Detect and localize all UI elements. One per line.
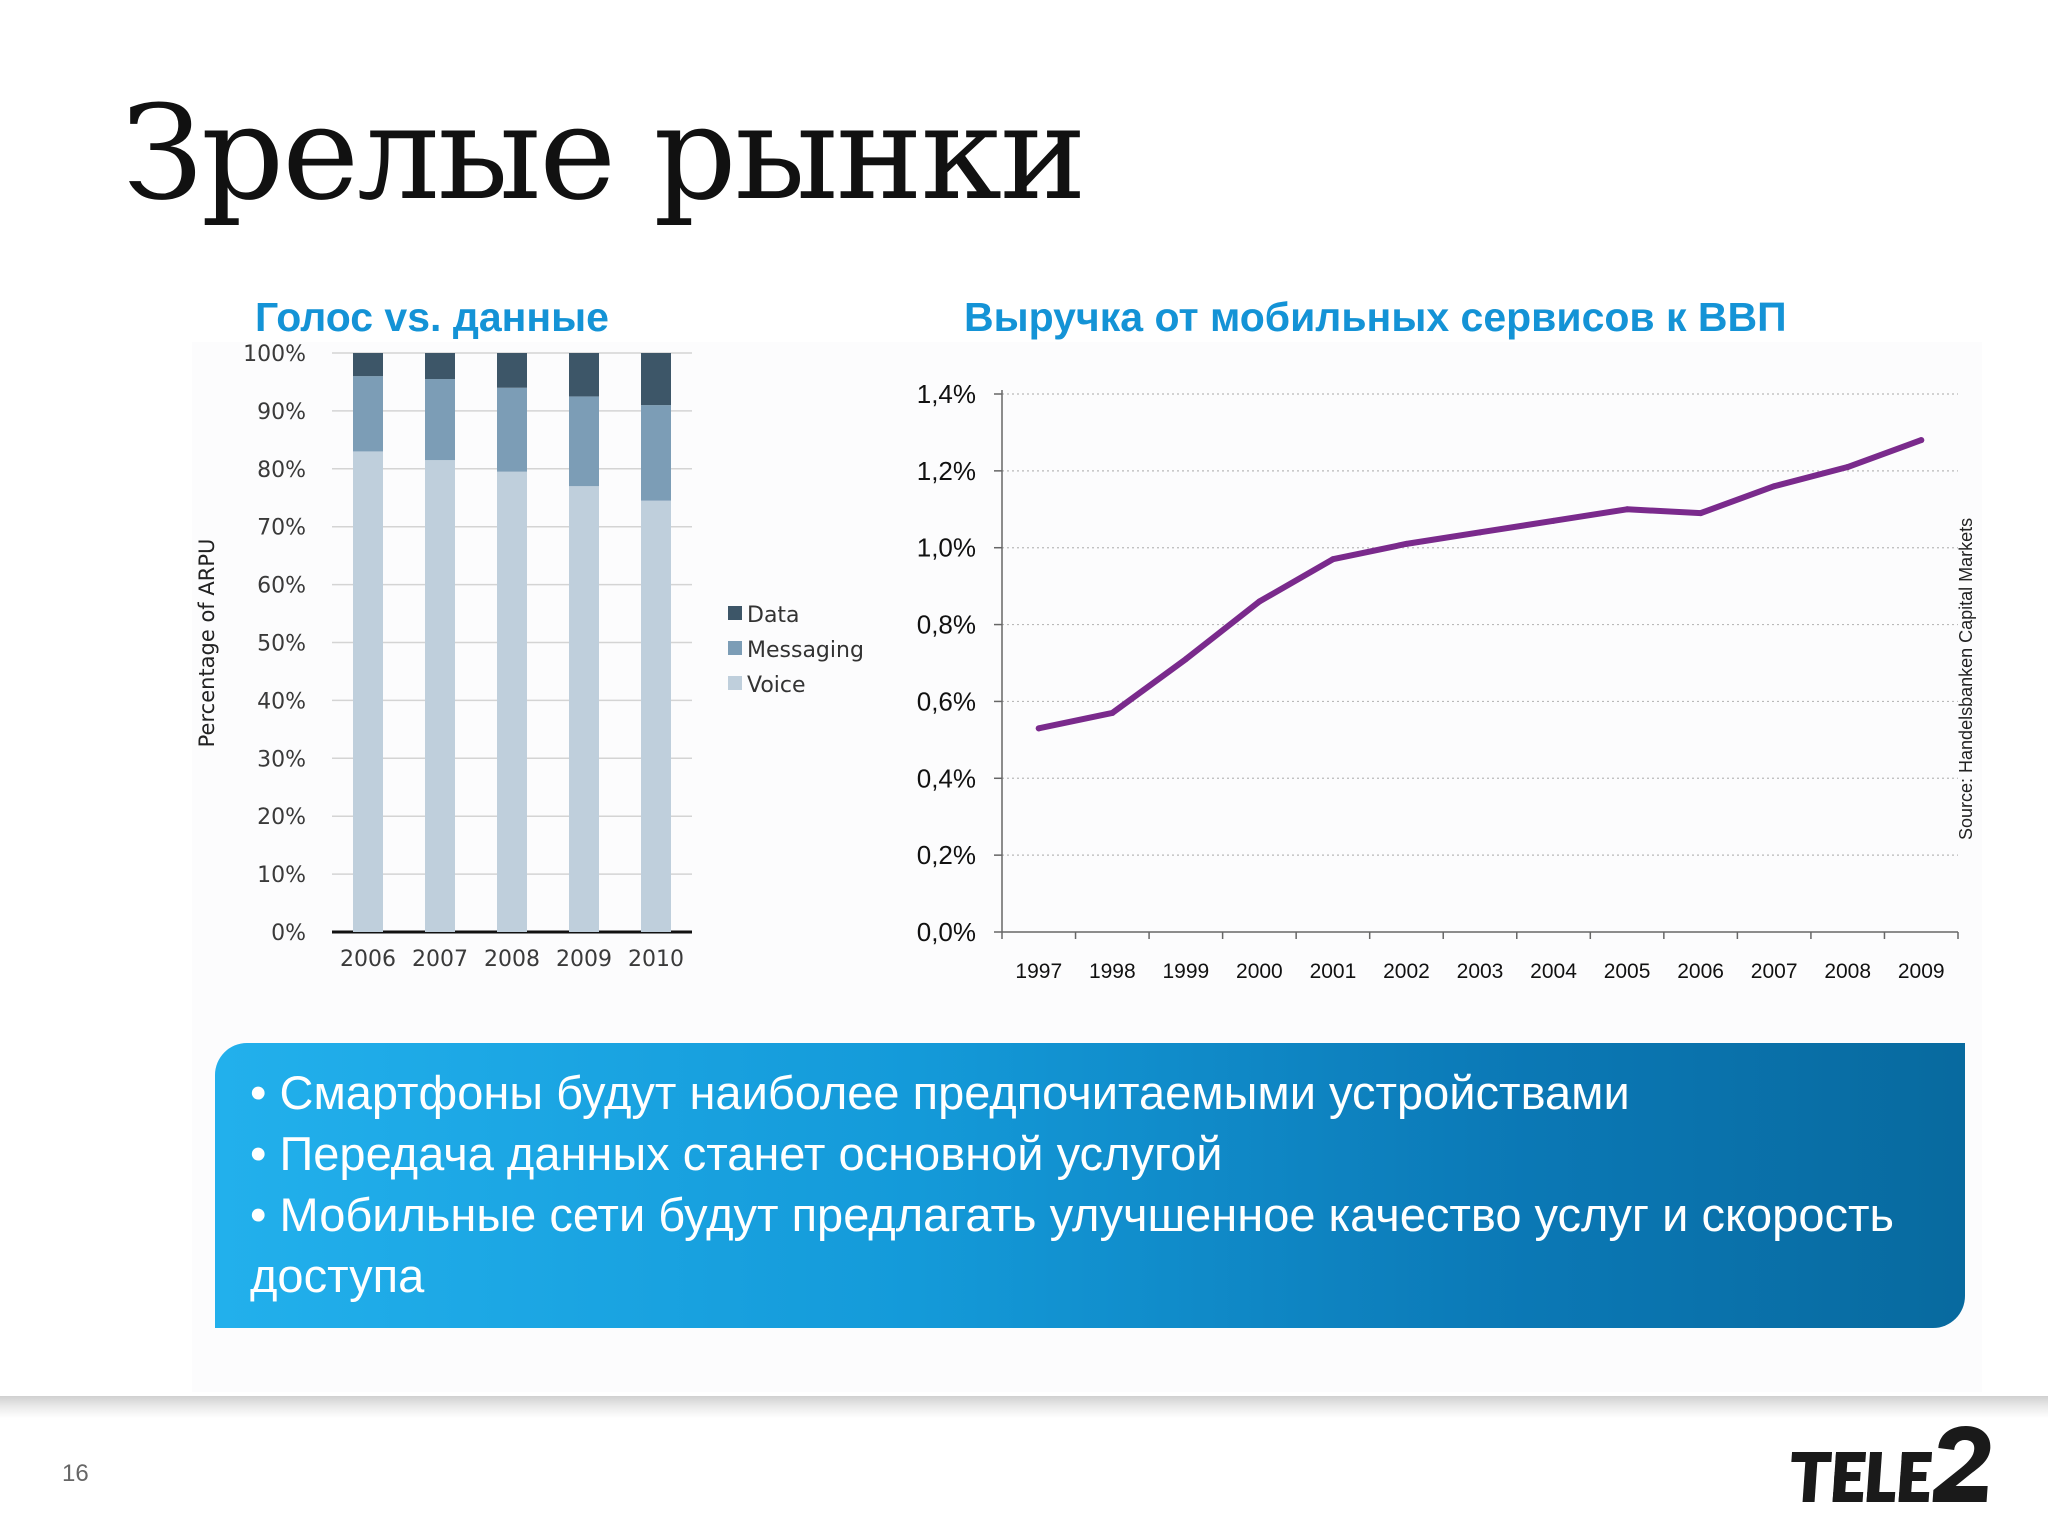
line-x-tick-label: 2008 (1824, 960, 1871, 983)
bar-x-tick-label: 2008 (484, 947, 540, 972)
bar-messaging-2009 (569, 396, 599, 487)
bullet-smartphones: • Смартфоны будут наиболее предпочитаемы… (250, 1066, 1630, 1119)
line-x-tick-label: 1998 (1089, 960, 1136, 983)
bar-y-tick-label: 100% (243, 342, 306, 367)
line-point-2005 (1624, 506, 1631, 513)
line-x-tick-label: 1999 (1162, 960, 1209, 983)
bar-data-2009 (569, 353, 599, 397)
legend-swatch-voice (728, 676, 742, 690)
charts-canvas: 0% 10% 20% 30% 40% 50% 60% 70% 80% 90% 100% 2006 200… (195, 342, 1976, 983)
line-y-tick-label: 0,2% (917, 840, 976, 870)
line-x-tick-label: 1997 (1015, 960, 1062, 983)
line-x-tick-label: 2000 (1236, 960, 1283, 983)
bar-voice-2009 (569, 486, 599, 932)
bar-messaging-2007 (425, 379, 455, 461)
line-x-tick-label: 2004 (1530, 960, 1577, 983)
line-y-tick-label: 0,8% (917, 610, 976, 640)
bar-y-axis-label: Percentage of ARPU (195, 539, 219, 748)
line-point-2003 (1477, 529, 1483, 536)
key-points-list: • Смартфоны будут наиболее предпочитаемы… (250, 1062, 1930, 1306)
legend-swatch-data (728, 606, 742, 620)
line-point-1997 (1035, 725, 1042, 732)
line-point-1999 (1182, 656, 1189, 663)
legend-label-data: Data (747, 603, 800, 628)
bar-x-tick-label: 2006 (340, 947, 396, 972)
source-note: Source: Handelsbanken Capital Markets (1956, 518, 1976, 840)
bar-y-tick-label: 50% (257, 632, 306, 657)
bar-y-tick-label: 10% (257, 863, 306, 888)
bar-y-tick-label: 40% (257, 689, 306, 714)
legend-swatch-messaging (728, 641, 742, 655)
line-x-tick-label: 2003 (1457, 960, 1504, 983)
bar-data-2010 (641, 353, 671, 406)
line-y-tick-label: 0,6% (917, 686, 976, 716)
line-x-tick-label: 2009 (1898, 960, 1945, 983)
bullet-data-transfer: • Передача данных станет основной услуго… (250, 1127, 1223, 1180)
bar-messaging-2010 (641, 405, 671, 501)
line-y-tick-label: 0,4% (917, 763, 976, 793)
line-x-tick-label: 2006 (1677, 960, 1724, 983)
voice-vs-data-bar-chart: 0% 10% 20% 30% 40% 50% 60% 70% 80% 90% 100% 2006 200… (195, 342, 864, 972)
line-point-2009 (1918, 437, 1925, 444)
line-x-tick-label: 2005 (1604, 960, 1651, 983)
line-y-tick-label: 1,2% (917, 456, 976, 486)
line-x-tick-label: 2002 (1383, 960, 1430, 983)
line-point-2006 (1697, 510, 1704, 517)
bar-voice-2007 (425, 460, 455, 932)
line-y-tick-label: 1,0% (917, 533, 976, 563)
revenue-to-gdp-chart-title: Выручка от мобильных сервисов к ВВП (964, 294, 1787, 340)
footer-divider (0, 1396, 2048, 1418)
bar-data-2007 (425, 353, 455, 380)
line-point-2004 (1550, 517, 1557, 524)
bar-x-tick-label: 2010 (628, 947, 684, 972)
legend-label-messaging: Messaging (747, 638, 864, 663)
line-y-tick-label: 0,0% (917, 917, 976, 947)
bar-messaging-2006 (353, 376, 383, 452)
line-point-2000 (1256, 598, 1263, 605)
line-point-2007 (1771, 483, 1778, 490)
bar-voice-2006 (353, 451, 383, 932)
bar-messaging-2008 (497, 387, 527, 472)
bar-y-tick-label: 70% (257, 516, 306, 541)
line-point-2008 (1844, 464, 1851, 471)
key-points-callout (215, 1043, 1965, 1328)
page-number: 16 (62, 1460, 89, 1487)
line-point-2002 (1403, 540, 1410, 547)
bullet-network-quality: • Мобильные сети будут предлагать улучше… (250, 1188, 1894, 1302)
revenue-to-gdp-line-chart: 0,0% 0,2% 0,4% 0,6% 0,8% 1,0% 1,2% 1,4% 1997 1998… (917, 379, 1959, 983)
line-x-tick-label: 2007 (1751, 960, 1798, 983)
tele2-logo (1791, 1426, 1991, 1502)
bar-y-tick-label: 0% (271, 921, 306, 946)
voice-vs-data-chart-title: Голос vs. данные (255, 294, 609, 340)
line-x-tick-label: 2001 (1310, 960, 1357, 983)
bar-y-tick-label: 80% (257, 458, 306, 483)
legend-label-voice: Voice (747, 673, 806, 698)
bar-x-tick-label: 2007 (412, 947, 468, 972)
bar-data-2006 (353, 353, 383, 377)
line-point-2001 (1329, 556, 1336, 563)
line-y-tick-label: 1,4% (917, 379, 976, 409)
line-series-revenue-to-gdp (1035, 437, 1925, 732)
line-point-1998 (1109, 709, 1116, 716)
bar-y-tick-label: 20% (257, 805, 306, 830)
bar-voice-2008 (497, 471, 527, 932)
bar-voice-2010 (641, 500, 671, 932)
bar-y-tick-label: 30% (257, 747, 306, 772)
slide-title: Зрелые рынки (122, 77, 1087, 229)
bar-y-tick-label: 90% (257, 400, 306, 425)
bar-data-2008 (497, 353, 527, 388)
bar-y-tick-label: 60% (257, 574, 306, 599)
bar-x-tick-label: 2009 (556, 947, 612, 972)
